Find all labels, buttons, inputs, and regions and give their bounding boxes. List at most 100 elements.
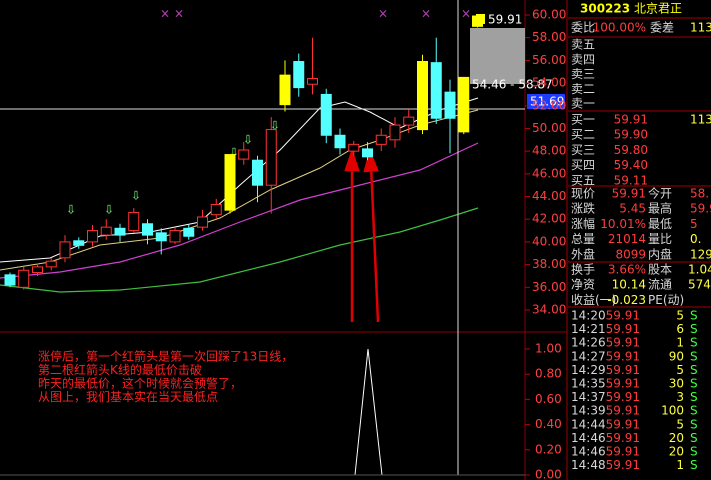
down-arrow: ⇩ [243,133,253,147]
panel-text: 10.14 [612,278,646,292]
red-arrows [344,148,380,323]
panel-text: 14:44 [571,417,606,431]
ask-label: 卖四 [571,52,595,66]
panel-text: 14:48 [571,458,606,472]
panel-text: 流通 [648,278,672,292]
panel-text: S [690,417,698,431]
panel-text: 买五 [571,173,595,187]
ma-line [0,142,479,279]
panel-text: S [690,404,698,418]
panel-text: 净资 [571,278,595,292]
marker: × [461,7,471,21]
ma-line [0,207,479,293]
candle-body [362,148,373,158]
y-tick-label: 38.00 [532,257,566,271]
panel-text: 59.91 [606,458,640,472]
panel-text: 14:46 [571,431,606,445]
panel-text: 59.91 [612,187,646,201]
panel-text: 59.11 [614,173,648,187]
panel-text: 100.00% [593,21,646,35]
y-tick-label: 0.40 [535,417,562,431]
panel-text: 外盘 [571,246,595,261]
candle-body [265,129,277,186]
panel-text: 14:20 [571,309,606,323]
panel-text: 59.91 [606,390,640,404]
panel-text: 8099 [615,247,646,261]
panel-text: 买二 [571,128,595,142]
annotation: 从图上，我们基本实在当天最低点 [38,389,218,404]
markers: × × × × × [160,7,471,21]
candle-body [224,154,236,211]
y-tick-label: 0.00 [535,468,562,480]
panel-text: S [690,349,698,363]
ask-label: 卖三 [571,67,595,81]
y-tick-label: 50.00 [532,121,566,135]
panel-text: 5 [676,363,684,377]
down-arrow: ⇩ [131,189,141,203]
candle-body [18,269,30,288]
panel-text: S [690,309,698,323]
panel-text: S [690,431,698,445]
candle-body [100,226,112,236]
panel-text: 90 [669,349,684,363]
panel-text: 14:27 [571,349,606,363]
indicator-line [354,348,383,476]
panel-text: 1 [676,458,684,472]
y-tick-label: 54.00 [532,76,566,90]
candle-body [59,241,71,259]
marker: × [378,7,388,21]
candle-body [4,274,16,286]
panel-text: 59.91 [606,377,640,391]
panel-text: 今开 [648,186,672,201]
candle-body [444,91,456,119]
panel-text: 总量 [571,232,595,246]
panel-text: 5745 [688,278,711,292]
y-tick-label: 0.60 [535,392,562,406]
stock-name: 北京君正 [634,2,682,16]
panel-text: 0. [690,232,701,246]
candle-body [169,230,181,243]
candle-body [45,260,57,268]
y-tick-label: 34.00 [532,303,566,317]
panel-header [568,0,711,17]
projection-box [470,28,525,84]
panel-text: 委比 [571,21,595,35]
panel-text: 6 [676,322,684,336]
panel-text: 59.90 [614,128,648,142]
panel-text: 10.01% [600,217,646,231]
y-tick-label: 36.00 [532,280,566,294]
marker: × [174,7,184,21]
panel-text: 14:39 [571,404,606,418]
panel-text: 现价 [571,187,595,201]
panel-text: S [690,336,698,350]
panel-text: 最高 [648,201,672,216]
ask-label: 卖一 [571,97,595,111]
panel-text: 59.91 [606,404,640,418]
ask-label: 卖二 [571,82,595,96]
last-price: 59.91 [488,13,522,27]
panel-text: 最低 [648,217,672,231]
panel-text: 14:46 [571,445,606,459]
y-tick-label: 40.00 [532,234,566,248]
candle-body [114,227,126,236]
panel-text: 59.91 [606,322,640,336]
y-tick-label: 52.00 [532,98,566,112]
candle-body [252,159,263,186]
stock-code: 300223 [580,2,630,16]
panel-text: 59.91 [606,417,640,431]
y-tick-label: 58.00 [532,30,566,44]
candle-body [142,223,153,236]
panel-text: S [690,390,698,404]
panel-text: 59.91 [614,113,648,127]
annotation: 第二根红箭头K线的最低价击破 [38,362,202,377]
marker: × [160,7,170,21]
y-tick-label: 46.00 [532,166,566,180]
range-label: 54.46 - 58.87 [472,78,553,92]
down-arrow: ⇩ [104,203,114,217]
panel-text: 20 [669,431,684,445]
panel-text: 59.91 [606,363,640,377]
annotation: 涨停后，第一个红箭头是第一次回踩了13日线， [38,349,293,364]
panel-text: 21014 [608,232,646,246]
